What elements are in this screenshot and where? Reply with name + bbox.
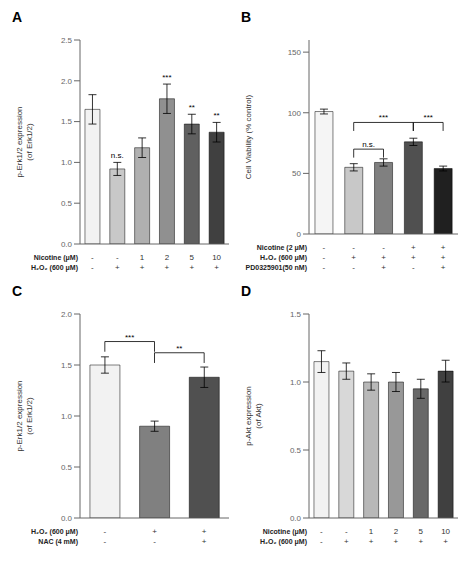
svg-text:2.0: 2.0 <box>61 310 73 319</box>
svg-text:p-Erk1/2 expression: p-Erk1/2 expression <box>15 106 24 177</box>
svg-text:-: - <box>103 527 106 536</box>
svg-text:+: + <box>441 263 446 272</box>
svg-text:Nicotine (μM): Nicotine (μM) <box>263 528 307 536</box>
svg-text:1: 1 <box>369 527 374 536</box>
html-text:A: A <box>12 9 23 25</box>
svg-text:+: + <box>189 263 194 272</box>
svg-text:-: - <box>323 263 326 272</box>
svg-text:**: ** <box>213 111 219 120</box>
svg-text:-: - <box>103 537 106 546</box>
svg-text:10: 10 <box>212 253 221 262</box>
svg-text:+: + <box>381 253 386 262</box>
html-text:C: C <box>12 283 23 299</box>
svg-text:H₂O₂ (600 μM): H₂O₂ (600 μM) <box>31 528 78 536</box>
svg-text:***: *** <box>379 113 388 122</box>
svg-text:-: - <box>91 253 94 262</box>
svg-text:0.5: 0.5 <box>61 199 73 208</box>
svg-text:1.0: 1.0 <box>290 378 302 387</box>
svg-text:***: *** <box>125 333 134 342</box>
svg-text:1.0: 1.0 <box>61 158 73 167</box>
svg-text:+: + <box>351 253 356 262</box>
svg-text:2: 2 <box>394 527 399 536</box>
svg-text:(of Erk1/2): (of Erk1/2) <box>25 397 34 435</box>
svg-text:+: + <box>411 253 416 262</box>
svg-text:Cell Viability (% control): Cell Viability (% control) <box>244 95 253 180</box>
svg-text:+: + <box>202 527 207 536</box>
svg-text:2.0: 2.0 <box>61 77 73 86</box>
svg-text:+: + <box>441 243 446 252</box>
svg-text:+: + <box>202 537 207 546</box>
svg-text:0.0: 0.0 <box>61 514 73 523</box>
svg-text:150: 150 <box>288 48 302 57</box>
svg-text:+: + <box>369 537 374 546</box>
svg-text:0.0: 0.0 <box>61 240 73 249</box>
svg-text:p-Erk1/2 expression: p-Erk1/2 expression <box>15 380 24 451</box>
svg-text:1: 1 <box>140 253 145 262</box>
svg-text:+: + <box>152 527 157 536</box>
svg-text:-: - <box>352 263 355 272</box>
html-text:B: B <box>241 9 252 25</box>
svg-text:50: 50 <box>292 169 301 178</box>
html-text:D: D <box>241 283 252 299</box>
svg-text:1.0: 1.0 <box>61 412 73 421</box>
svg-text:-: - <box>91 263 94 272</box>
svg-text:H₂O₂ (600 μM): H₂O₂ (600 μM) <box>260 254 307 262</box>
svg-text:0.0: 0.0 <box>290 514 302 523</box>
svg-text:+: + <box>411 243 416 252</box>
svg-text:**: ** <box>176 344 182 353</box>
svg-text:-: - <box>412 263 415 272</box>
svg-text:n.s.: n.s. <box>111 151 124 160</box>
svg-text:100: 100 <box>288 109 302 118</box>
svg-text:H₂O₂ (600 μM): H₂O₂ (600 μM) <box>260 538 307 546</box>
svg-text:(of Erk1/2): (of Erk1/2) <box>25 123 34 161</box>
svg-text:2: 2 <box>165 253 170 262</box>
svg-text:H₂O₂ (600 μM): H₂O₂ (600 μM) <box>31 264 78 272</box>
svg-text:0: 0 <box>297 230 302 239</box>
svg-text:1.5: 1.5 <box>61 361 73 370</box>
svg-text:0.5: 0.5 <box>290 446 302 455</box>
svg-text:+: + <box>140 263 145 272</box>
svg-text:p-Akt expression: p-Akt expression <box>244 386 253 446</box>
svg-text:+: + <box>344 537 349 546</box>
svg-text:-: - <box>320 527 323 536</box>
svg-text:-: - <box>345 527 348 536</box>
svg-text:***: *** <box>424 113 433 122</box>
svg-text:2.5: 2.5 <box>61 36 73 45</box>
svg-text:+: + <box>165 263 170 272</box>
svg-text:+: + <box>441 253 446 262</box>
svg-text:5: 5 <box>190 253 195 262</box>
svg-text:n.s.: n.s. <box>362 140 375 149</box>
svg-text:NAC (4 mM): NAC (4 mM) <box>38 538 78 546</box>
svg-text:-: - <box>352 243 355 252</box>
svg-text:+: + <box>443 537 448 546</box>
svg-text:+: + <box>394 537 399 546</box>
svg-text:-: - <box>323 253 326 262</box>
svg-text:-: - <box>153 537 156 546</box>
svg-text:-: - <box>320 537 323 546</box>
svg-text:5: 5 <box>419 527 424 536</box>
svg-text:(of Akt): (of Akt) <box>254 403 263 429</box>
svg-text:Nicotine (μM): Nicotine (μM) <box>34 254 78 262</box>
svg-text:-: - <box>323 243 326 252</box>
svg-text:**: ** <box>189 103 195 112</box>
svg-text:10: 10 <box>441 527 450 536</box>
svg-text:1.5: 1.5 <box>61 117 73 126</box>
svg-text:***: *** <box>162 73 171 82</box>
svg-text:0.5: 0.5 <box>61 463 73 472</box>
svg-text:1.5: 1.5 <box>290 310 302 319</box>
svg-text:+: + <box>115 263 120 272</box>
svg-text:-: - <box>116 253 119 262</box>
svg-text:+: + <box>214 263 219 272</box>
svg-text:PD0325901(50 nM): PD0325901(50 nM) <box>246 264 307 272</box>
svg-text:Nicotine (2 μM): Nicotine (2 μM) <box>257 244 307 252</box>
svg-text:-: - <box>382 243 385 252</box>
svg-text:+: + <box>381 263 386 272</box>
svg-text:+: + <box>418 537 423 546</box>
